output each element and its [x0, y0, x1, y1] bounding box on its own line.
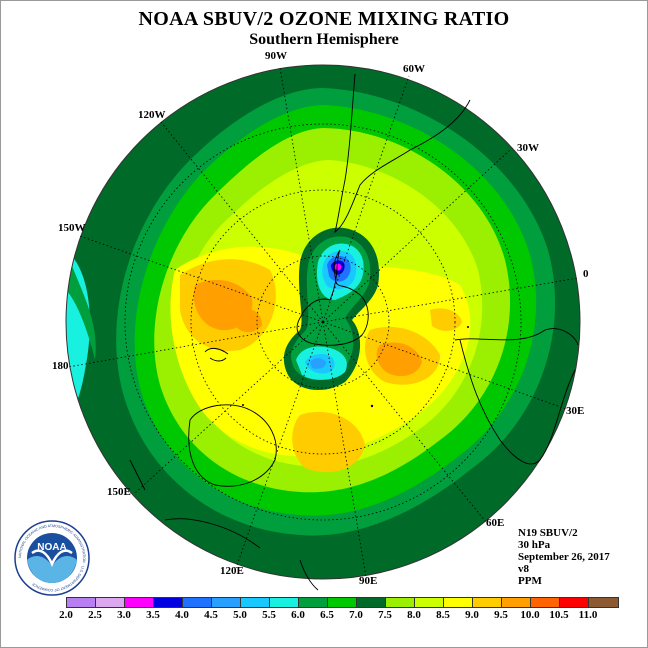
legend-swatch	[328, 598, 357, 607]
legend-tick-label: 6.0	[291, 609, 305, 621]
legend-swatch	[212, 598, 241, 607]
version-label: v8	[518, 563, 529, 575]
legend-swatch	[386, 598, 415, 607]
legend-swatch	[125, 598, 154, 607]
color-scale-legend	[66, 597, 619, 608]
legend-tick-label: 9.0	[465, 609, 479, 621]
legend-tick-label: 7.0	[349, 609, 363, 621]
island-marks	[242, 326, 469, 408]
ozone-field	[66, 65, 580, 579]
legend-swatch	[96, 598, 125, 607]
lon-label-30e: 30E	[566, 405, 585, 417]
legend-swatch	[531, 598, 560, 607]
map-title: NOAA SBUV/2 OZONE MIXING RATIO	[138, 8, 510, 30]
legend-tick-label: 3.5	[146, 609, 160, 621]
legend-tick-label: 2.5	[88, 609, 102, 621]
legend-swatch	[299, 598, 328, 607]
latitude-circles	[124, 123, 522, 521]
legend-swatch	[154, 598, 183, 607]
lon-label-150e: 150E	[107, 486, 131, 498]
legend-tick-label: 9.5	[494, 609, 508, 621]
map-subtitle: Southern Hemisphere	[249, 31, 399, 48]
legend-swatch	[67, 598, 96, 607]
lon-label-90e: 90E	[359, 575, 378, 587]
legend-tick-label: 4.0	[175, 609, 189, 621]
noaa-logo: NOAA NATIONAL OCEANIC AND ATMOSPHERIC AD…	[14, 520, 90, 596]
legend-tick-label: 5.5	[262, 609, 276, 621]
lon-label-120w: 120W	[138, 109, 166, 121]
color-scale-ticks: 2.0 2.5 3.0 3.5 4.0 4.5 5.0 5.5 6.0 6.5 7.0 7.5 8.0 8…	[59, 609, 597, 623]
instrument-label: N19 SBUV/2	[518, 527, 578, 539]
logo-text: NOAA	[37, 542, 66, 553]
lon-label-60w: 60W	[403, 63, 425, 75]
pressure-level-label: 30 hPa	[518, 539, 551, 551]
legend-swatch	[241, 598, 270, 607]
legend-tick-label: 10.5	[549, 609, 569, 621]
legend-swatch	[502, 598, 531, 607]
legend-swatch	[444, 598, 473, 607]
legend-tick-label: 7.5	[378, 609, 392, 621]
date-label: September 26, 2017	[518, 551, 610, 563]
legend-swatch	[560, 598, 589, 607]
legend-swatch	[473, 598, 502, 607]
legend-tick-label: 3.0	[117, 609, 131, 621]
lon-label-0: 0	[583, 268, 589, 280]
legend-swatch	[415, 598, 444, 607]
legend-swatch	[589, 598, 618, 607]
units-label: PPM	[518, 575, 542, 587]
lon-label-150w: 150W	[58, 222, 86, 234]
lon-label-120e: 120E	[220, 565, 244, 577]
map-metadata: N19 SBUV/2 30 hPa September 26, 2017 v8 …	[518, 527, 610, 587]
coastlines	[129, 73, 579, 591]
legend-swatch	[183, 598, 212, 607]
lon-label-90w: 90W	[265, 50, 287, 62]
legend-tick-label: 11.0	[578, 609, 598, 621]
lon-label-30w: 30W	[517, 142, 539, 154]
legend-tick-label: 2.0	[59, 609, 73, 621]
legend-tick-label: 10.0	[520, 609, 540, 621]
legend-tick-label: 4.5	[204, 609, 218, 621]
legend-tick-label: 8.0	[407, 609, 421, 621]
legend-tick-label: 6.5	[320, 609, 334, 621]
legend-tick-label: 8.5	[436, 609, 450, 621]
legend-swatch	[270, 598, 299, 607]
lon-label-180: 180	[52, 360, 69, 372]
legend-swatch	[357, 598, 386, 607]
legend-tick-label: 5.0	[233, 609, 247, 621]
lon-label-60e: 60E	[486, 517, 505, 529]
meridian-lines	[67, 67, 579, 578]
